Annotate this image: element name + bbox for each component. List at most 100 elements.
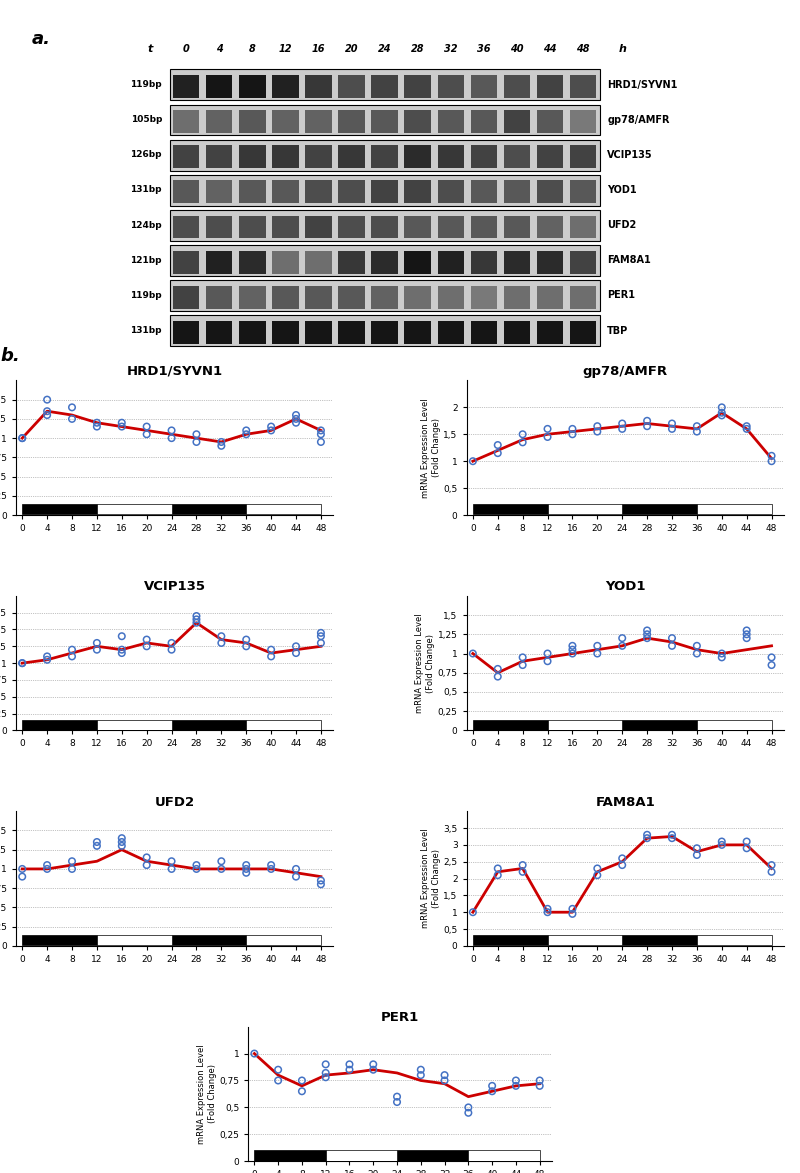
Bar bbox=[170, 280, 600, 311]
Bar bbox=[306, 286, 332, 308]
Point bbox=[16, 867, 29, 886]
Bar bbox=[170, 210, 600, 240]
Bar bbox=[537, 286, 563, 308]
Point bbox=[295, 1082, 308, 1100]
Point bbox=[290, 867, 302, 886]
Point bbox=[666, 629, 678, 647]
Point bbox=[272, 1060, 285, 1079]
Bar bbox=[22, 720, 97, 730]
Point bbox=[740, 832, 753, 850]
Bar bbox=[405, 321, 431, 344]
Bar bbox=[171, 935, 246, 945]
Bar bbox=[470, 251, 497, 273]
Text: 12: 12 bbox=[278, 43, 292, 54]
Bar bbox=[239, 75, 266, 97]
Point bbox=[190, 425, 203, 443]
Bar bbox=[206, 216, 233, 238]
Bar bbox=[537, 251, 563, 273]
Text: HRD1/SYVN1: HRD1/SYVN1 bbox=[607, 80, 678, 89]
Y-axis label: mRNA Expression Level
(Fold Change): mRNA Expression Level (Fold Change) bbox=[198, 1044, 217, 1144]
Point bbox=[314, 626, 327, 645]
Bar bbox=[570, 110, 596, 133]
Point bbox=[314, 421, 327, 440]
Text: t: t bbox=[148, 43, 153, 54]
Point bbox=[90, 418, 103, 436]
Point bbox=[541, 428, 554, 447]
Point bbox=[215, 852, 228, 870]
Bar bbox=[326, 1151, 397, 1160]
Point bbox=[566, 900, 579, 918]
Bar bbox=[504, 216, 530, 238]
Bar bbox=[537, 216, 563, 238]
Bar bbox=[570, 145, 596, 168]
Bar bbox=[438, 251, 464, 273]
Bar bbox=[405, 251, 431, 273]
Title: YOD1: YOD1 bbox=[605, 581, 646, 594]
Bar bbox=[272, 110, 298, 133]
Bar bbox=[338, 286, 365, 308]
Point bbox=[314, 425, 327, 443]
Bar bbox=[570, 181, 596, 203]
Point bbox=[765, 452, 778, 470]
Bar bbox=[246, 935, 321, 945]
Bar bbox=[570, 75, 596, 97]
Bar bbox=[371, 181, 398, 203]
Point bbox=[367, 1060, 380, 1079]
Point bbox=[215, 633, 228, 652]
Point bbox=[41, 855, 54, 874]
Text: 119bp: 119bp bbox=[130, 291, 162, 300]
Point bbox=[66, 860, 78, 879]
Point bbox=[510, 1077, 522, 1096]
Bar bbox=[547, 935, 622, 945]
Point bbox=[491, 659, 504, 678]
Point bbox=[314, 875, 327, 894]
Point bbox=[314, 633, 327, 652]
Point bbox=[616, 849, 629, 868]
Bar bbox=[697, 720, 771, 730]
Point bbox=[314, 872, 327, 890]
Bar bbox=[206, 286, 233, 308]
Point bbox=[414, 1066, 427, 1085]
Bar bbox=[206, 321, 233, 344]
Bar bbox=[338, 145, 365, 168]
Point bbox=[140, 630, 153, 649]
Point bbox=[215, 436, 228, 455]
Bar bbox=[405, 286, 431, 308]
Point bbox=[491, 443, 504, 462]
Point bbox=[248, 1044, 261, 1063]
Bar bbox=[306, 251, 332, 273]
Text: UFD2: UFD2 bbox=[607, 221, 637, 230]
Text: 36: 36 bbox=[477, 43, 490, 54]
Point bbox=[740, 629, 753, 647]
Title: VCIP135: VCIP135 bbox=[144, 581, 206, 594]
Bar bbox=[338, 216, 365, 238]
Text: 16: 16 bbox=[312, 43, 326, 54]
Point bbox=[616, 629, 629, 647]
Point bbox=[314, 433, 327, 452]
Point bbox=[165, 429, 178, 448]
Title: PER1: PER1 bbox=[381, 1011, 419, 1024]
Point bbox=[190, 433, 203, 452]
Point bbox=[641, 826, 654, 845]
Point bbox=[534, 1071, 546, 1090]
Bar bbox=[97, 935, 171, 945]
Bar bbox=[173, 216, 199, 238]
Point bbox=[290, 409, 302, 428]
Point bbox=[462, 1104, 474, 1123]
Point bbox=[765, 855, 778, 874]
Text: TBP: TBP bbox=[607, 325, 629, 335]
Point bbox=[740, 416, 753, 435]
Bar bbox=[537, 75, 563, 97]
Title: FAM8A1: FAM8A1 bbox=[595, 795, 655, 808]
Bar bbox=[504, 75, 530, 97]
Bar bbox=[438, 216, 464, 238]
Bar bbox=[170, 175, 600, 205]
Point bbox=[295, 1071, 308, 1090]
Bar bbox=[470, 145, 497, 168]
Bar bbox=[468, 1151, 540, 1160]
Bar bbox=[622, 720, 697, 730]
Point bbox=[641, 412, 654, 430]
Bar bbox=[473, 935, 547, 945]
Point bbox=[591, 422, 604, 441]
Point bbox=[90, 833, 103, 852]
